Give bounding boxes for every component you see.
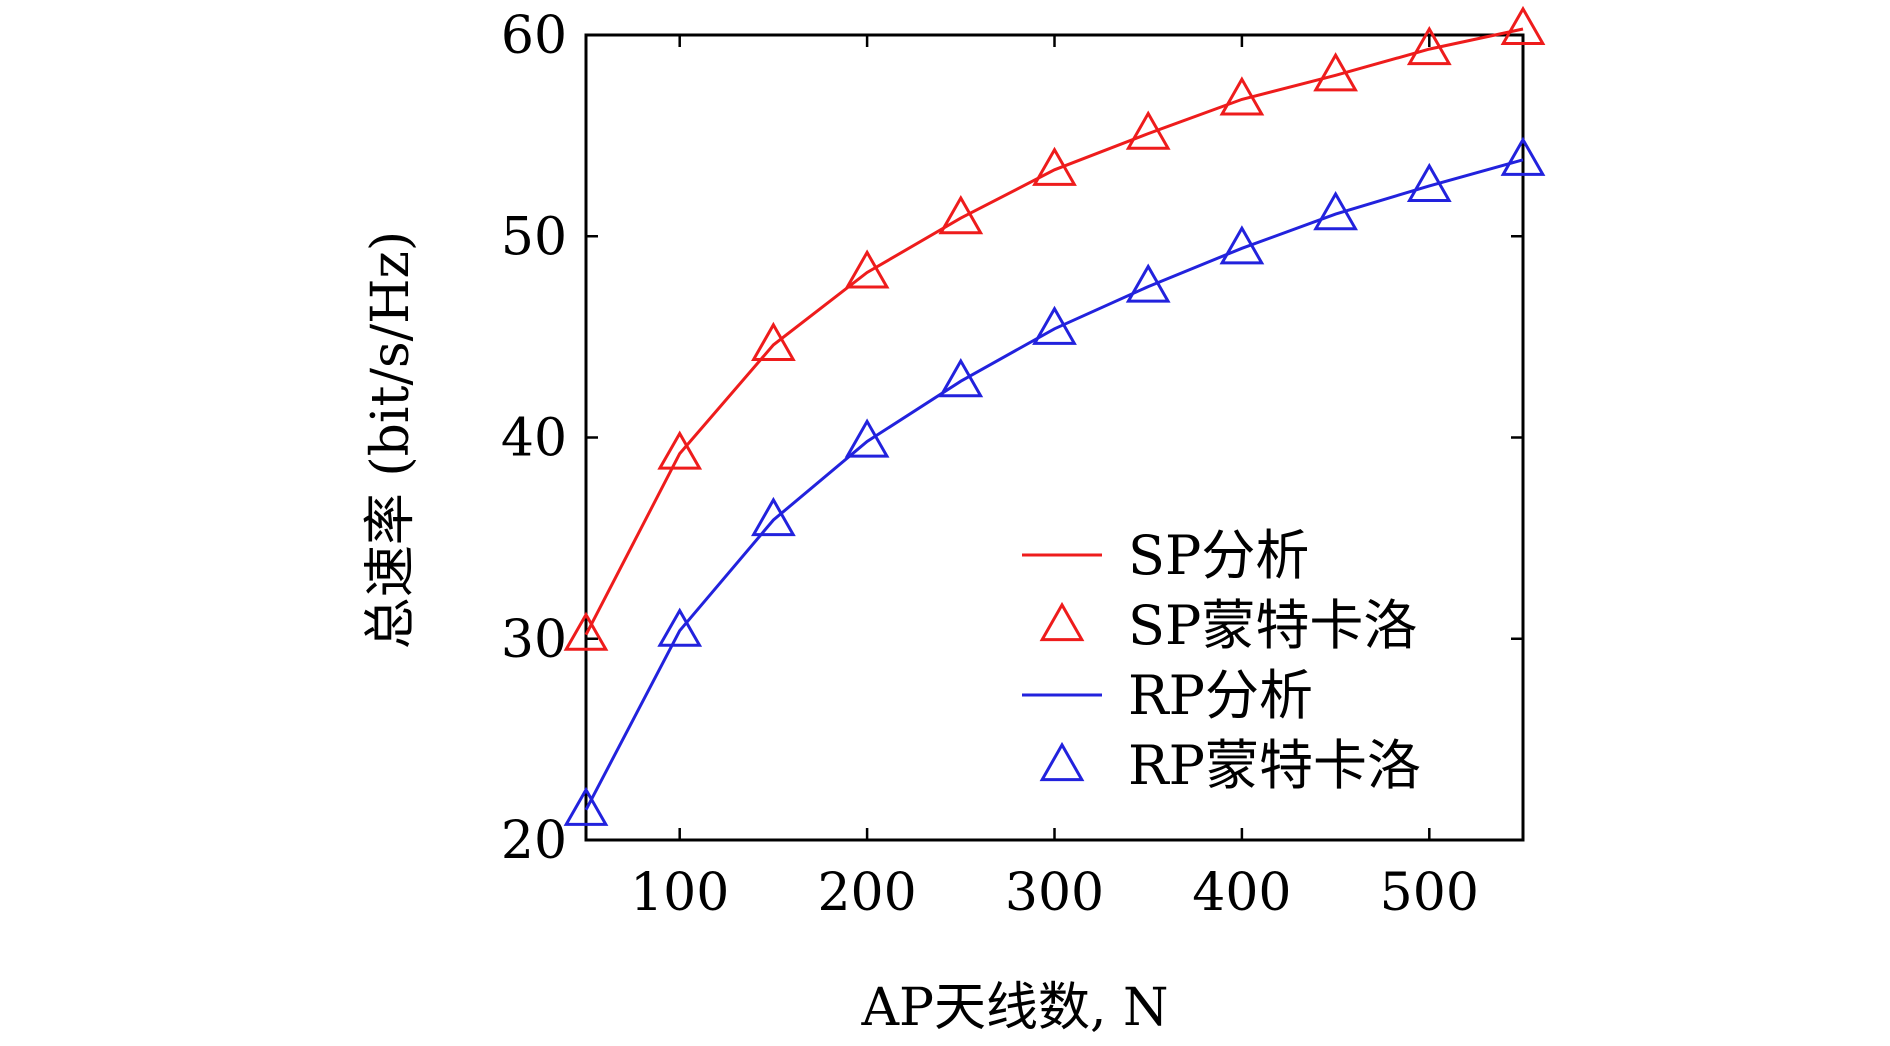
data-point-marker bbox=[1406, 162, 1452, 203]
series-line-sp-analysis bbox=[584, 27, 1524, 636]
plot-frame-rect bbox=[584, 33, 1525, 842]
data-point-marker bbox=[1406, 25, 1452, 66]
plot-frame bbox=[584, 33, 1525, 842]
y-tick-label: 20 bbox=[501, 811, 567, 871]
data-point-marker bbox=[938, 358, 984, 398]
data-point-marker bbox=[844, 249, 890, 289]
series-markers bbox=[563, 5, 1546, 826]
data-point-marker bbox=[1219, 225, 1265, 265]
data-point-marker bbox=[563, 786, 609, 826]
legend-label: RP分析 bbox=[1128, 664, 1313, 727]
data-point-marker bbox=[1500, 136, 1546, 176]
data-point-marker bbox=[1125, 263, 1171, 303]
data-point-marker bbox=[563, 611, 609, 651]
data-point-marker bbox=[657, 430, 703, 470]
x-tick-label: 100 bbox=[630, 863, 729, 923]
data-point-marker bbox=[1125, 110, 1171, 150]
y-tick-label: 40 bbox=[501, 409, 567, 469]
data-point-marker bbox=[1313, 52, 1358, 92]
series-lines bbox=[584, 27, 1524, 811]
data-point-marker bbox=[1032, 146, 1077, 186]
data-point-marker bbox=[844, 418, 890, 458]
data-point-marker bbox=[751, 321, 796, 362]
legend-label: RP蒙特卡洛 bbox=[1128, 734, 1421, 797]
x-axis-label: AP天线数, N bbox=[860, 978, 1168, 1038]
y-tick-label: 60 bbox=[501, 6, 567, 66]
data-point-marker bbox=[1219, 76, 1265, 116]
data-point-marker bbox=[1032, 305, 1077, 345]
legend-label: SP蒙特卡洛 bbox=[1128, 594, 1417, 657]
legend: SP分析 SP蒙特卡洛 RP分析 RP蒙特卡洛 bbox=[1022, 524, 1421, 797]
data-point-marker bbox=[657, 607, 703, 647]
y-tick-label: 30 bbox=[501, 610, 567, 670]
x-tick-label: 500 bbox=[1380, 863, 1479, 923]
legend-marker-swatch bbox=[1039, 741, 1085, 782]
y-tick-label: 50 bbox=[501, 207, 567, 267]
data-point-marker bbox=[1313, 191, 1358, 231]
data-point-marker bbox=[751, 496, 796, 537]
legend-label: SP分析 bbox=[1128, 524, 1309, 587]
data-point-marker bbox=[938, 195, 984, 235]
data-point-marker bbox=[1500, 5, 1546, 46]
x-tick-label: 200 bbox=[817, 863, 916, 923]
y-axis-label: 总速率 (bit/s/Hz) bbox=[361, 231, 421, 649]
y-axis-ticks: 20 30 40 50 60 bbox=[501, 6, 1523, 871]
series-line-rp-analysis bbox=[584, 158, 1524, 811]
x-tick-label: 300 bbox=[1005, 863, 1104, 923]
x-axis-ticks: 100 200 300 400 500 bbox=[630, 35, 1479, 923]
legend-marker-swatch bbox=[1039, 601, 1085, 642]
x-tick-label: 400 bbox=[1192, 863, 1291, 923]
